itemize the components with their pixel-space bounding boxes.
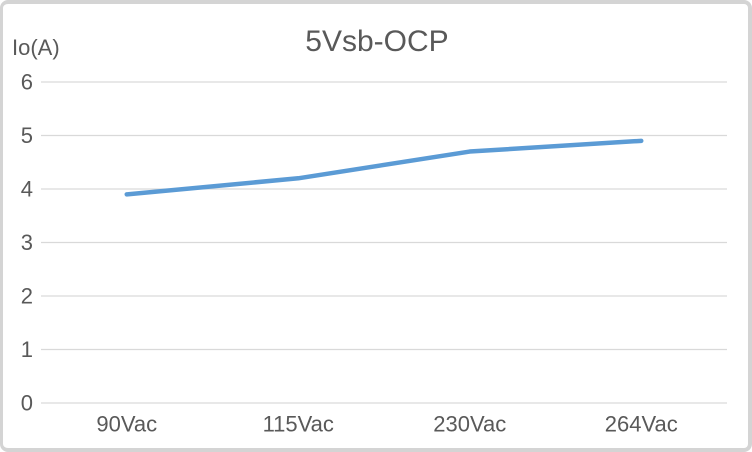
chart-title: 5Vsb-OCP: [305, 25, 449, 58]
y-axis-title: Io(A): [12, 35, 60, 60]
x-axis-label: 264Vac: [605, 412, 678, 437]
y-tick-label: 0: [21, 391, 33, 416]
data-series-line: [124, 138, 644, 197]
x-axis-label: 90Vac: [96, 412, 157, 437]
y-tick-label: 5: [21, 123, 33, 148]
y-tick-label: 6: [21, 70, 33, 95]
y-tick-label: 1: [21, 337, 33, 362]
x-axis-label: 115Vac: [263, 412, 334, 437]
y-tick-label: 3: [21, 230, 33, 255]
x-axis-label: 230Vac: [433, 412, 506, 437]
line-chart-plot: 0 1 2 3 4 5 6 90Vac 115Vac 230Vac 264Vac: [21, 70, 727, 437]
y-tick-label: 4: [21, 177, 33, 202]
y-tick-label: 2: [21, 284, 33, 309]
